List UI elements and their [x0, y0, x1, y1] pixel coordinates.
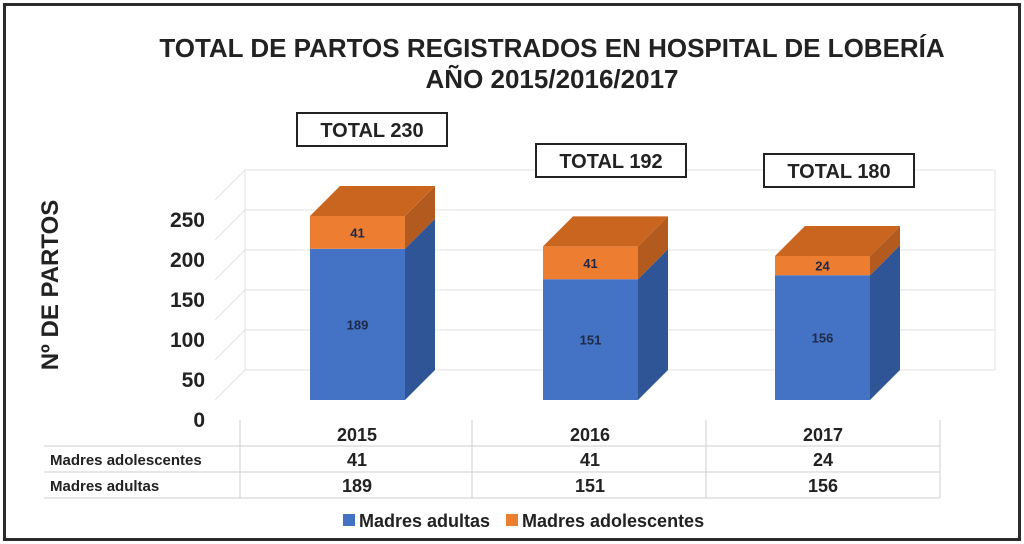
bar-segment-front [543, 246, 638, 280]
chart-subtitle: AÑO 2015/2016/2017 [426, 64, 679, 94]
legend-label: Madres adultas [359, 511, 490, 531]
bar-segment-side [638, 216, 668, 280]
bar-segment-top [310, 186, 435, 216]
table-cell: 41 [580, 450, 600, 470]
table-row-label: Madres adolescentes [50, 452, 202, 469]
bar-segment-front [310, 248, 405, 400]
bar-segment-side [405, 186, 435, 249]
x-tick-label: 2016 [570, 425, 610, 445]
table-cell: 189 [342, 476, 372, 496]
data-label: 24 [815, 259, 830, 274]
table-cell: 24 [813, 450, 833, 470]
chart-title: TOTAL DE PARTOS REGISTRADOS EN HOSPITAL … [159, 33, 945, 63]
bar-layer: 189 41 151 41 156 24 [310, 186, 900, 400]
legend-swatch [506, 514, 518, 526]
y-tick-label: 200 [170, 249, 205, 272]
y-tick-label: 100 [170, 329, 205, 352]
total-layer: TOTAL 230 TOTAL 192 TOTAL 180 [296, 112, 915, 188]
bar-segment-side [870, 245, 900, 400]
x-tick-label: 2015 [337, 425, 377, 445]
total-label: TOTAL 192 [559, 151, 662, 173]
grid-line-diagonal [214, 369, 246, 401]
grid-line-diagonal [214, 329, 246, 361]
bar-segment-front [775, 256, 870, 276]
grid-line-diagonal [214, 249, 246, 281]
y-tick-label: 0 [193, 409, 205, 432]
y-tick-label: 250 [170, 209, 205, 232]
table-cell: 151 [575, 476, 605, 496]
total-box [296, 112, 448, 147]
total-box [763, 153, 915, 188]
bar-segment-side [870, 226, 900, 276]
y-axis-label: Nº DE PARTOS [37, 200, 64, 371]
legend-label: Madres adolescentes [522, 511, 704, 531]
data-label: 151 [580, 333, 602, 348]
table-cell: 156 [808, 476, 838, 496]
bar-segment-top [543, 216, 668, 247]
total-label: TOTAL 230 [320, 120, 423, 142]
data-label: 189 [347, 317, 369, 332]
y-tick-label: 150 [170, 289, 205, 312]
data-label: 41 [350, 225, 364, 240]
bar-segment-front [543, 279, 638, 400]
y-tick-label: 50 [182, 369, 205, 392]
legend-swatch [343, 514, 355, 526]
bar-segment-front [775, 275, 870, 400]
y-tick-layer: 0 50 100 150 200 250 [170, 209, 205, 432]
total-label: TOTAL 180 [787, 161, 890, 183]
grid-line-diagonal [214, 169, 246, 201]
bar-segment-side [405, 218, 435, 400]
data-label: 41 [583, 256, 597, 271]
bar-segment-front [310, 216, 405, 249]
table-row-label: Madres adultas [50, 478, 159, 495]
bar-segment-side [638, 249, 668, 400]
data-label: 156 [812, 331, 834, 346]
grid-line-diagonal [214, 289, 246, 321]
total-box [535, 143, 687, 178]
x-tick-label: 2017 [803, 425, 843, 445]
table-cell: 41 [347, 450, 367, 470]
grid-line-diagonal [214, 209, 246, 241]
bar-segment-top [775, 226, 900, 256]
data-table: 2015 2016 2017 Madres adolescentes 41 41 24 Mad… [44, 420, 941, 499]
legend: Madres adultas Madres adolescentes [343, 511, 704, 531]
